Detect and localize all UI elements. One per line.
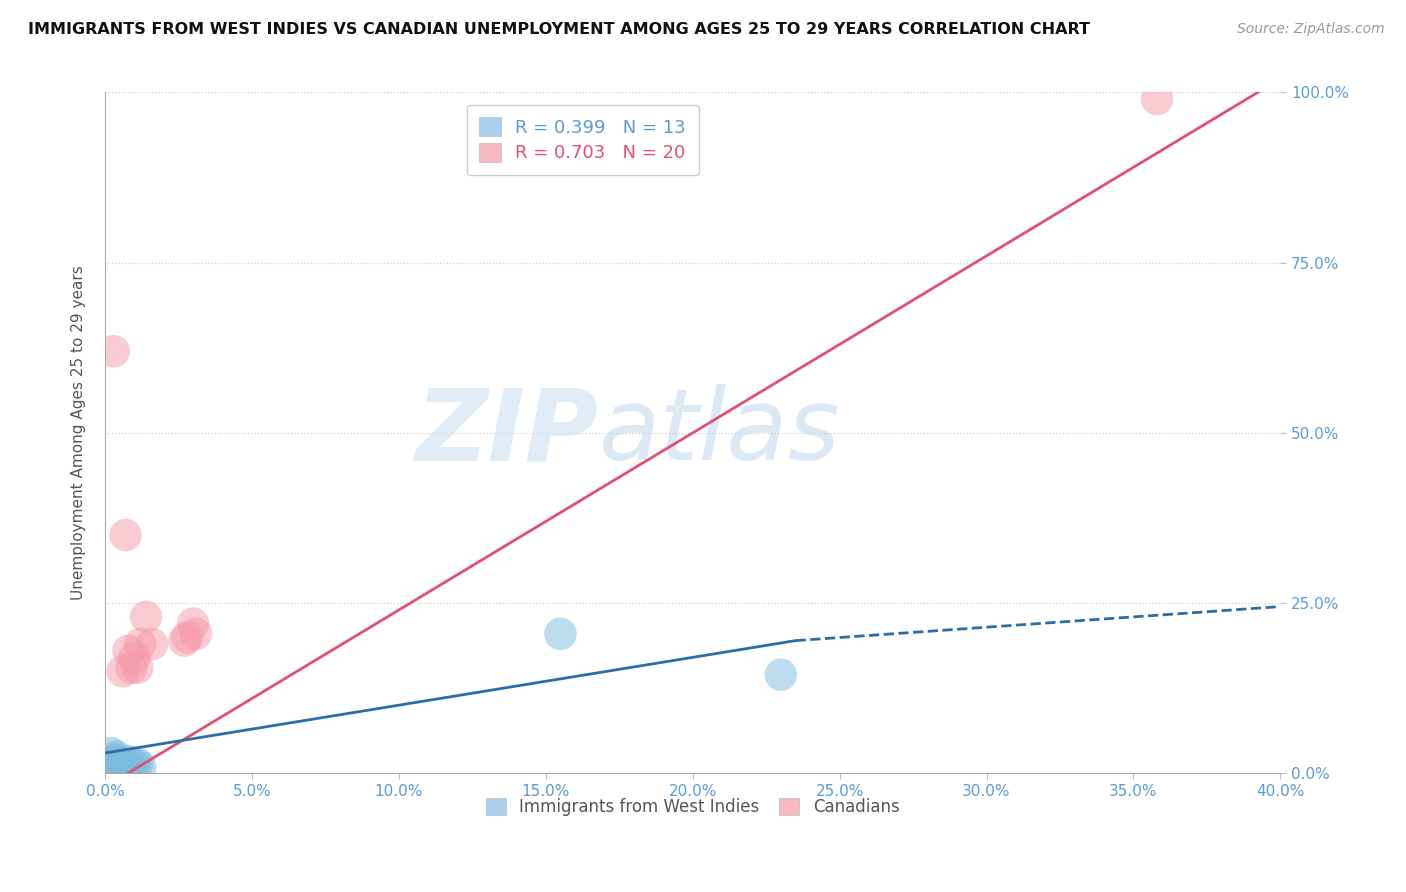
Point	[176, 630, 198, 644]
Point	[127, 661, 149, 675]
Point	[550, 627, 572, 641]
Point	[141, 637, 163, 651]
Point	[135, 609, 157, 624]
Point	[124, 650, 146, 665]
Point	[114, 763, 136, 777]
Point	[100, 756, 122, 771]
Point	[105, 759, 128, 773]
Point	[129, 759, 152, 773]
Text: IMMIGRANTS FROM WEST INDIES VS CANADIAN UNEMPLOYMENT AMONG AGES 25 TO 29 YEARS C: IMMIGRANTS FROM WEST INDIES VS CANADIAN …	[28, 22, 1090, 37]
Point	[114, 528, 136, 542]
Text: ZIP: ZIP	[416, 384, 599, 482]
Point	[97, 763, 120, 777]
Point	[105, 749, 128, 764]
Point	[124, 758, 146, 772]
Text: atlas: atlas	[599, 384, 841, 482]
Point	[103, 753, 125, 767]
Point	[173, 633, 195, 648]
Point	[111, 756, 134, 771]
Y-axis label: Unemployment Among Ages 25 to 29 years: Unemployment Among Ages 25 to 29 years	[72, 266, 86, 600]
Point	[120, 761, 142, 775]
Point	[103, 344, 125, 359]
Point	[108, 763, 131, 777]
Point	[1146, 92, 1168, 106]
Point	[105, 753, 128, 767]
Point	[184, 627, 207, 641]
Point	[181, 616, 204, 631]
Point	[120, 661, 142, 675]
Point	[769, 667, 792, 681]
Point	[117, 754, 139, 768]
Point	[129, 637, 152, 651]
Point	[111, 665, 134, 679]
Point	[117, 644, 139, 658]
Point	[100, 746, 122, 760]
Text: Source: ZipAtlas.com: Source: ZipAtlas.com	[1237, 22, 1385, 37]
Point	[127, 756, 149, 771]
Point	[108, 759, 131, 773]
Legend: Immigrants from West Indies, Canadians: Immigrants from West Indies, Canadians	[479, 791, 907, 823]
